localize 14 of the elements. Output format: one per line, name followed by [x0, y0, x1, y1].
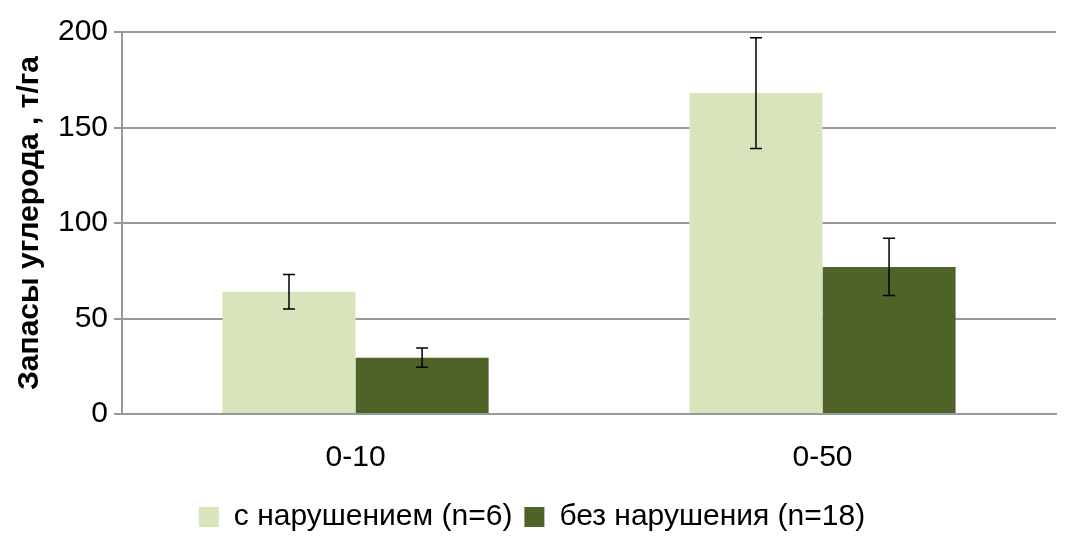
- x-tick-label: 0-50: [792, 439, 853, 473]
- bar: [222, 291, 356, 413]
- legend-label: без нарушения (n=18): [559, 498, 866, 532]
- y-tick-label: 100: [57, 204, 109, 238]
- bar: [689, 93, 823, 413]
- bar: [355, 357, 489, 413]
- x-tick-label: 0-10: [325, 439, 386, 473]
- y-tick-label: 50: [74, 299, 109, 333]
- y-tick-label: 0: [91, 395, 109, 429]
- y-axis-title: Запасы углерода , т/га: [11, 55, 45, 390]
- legend-label: с нарушением (n=6): [233, 498, 513, 532]
- bar: [822, 266, 956, 413]
- y-tick-label: 200: [57, 13, 109, 47]
- y-tick-label: 150: [57, 108, 109, 142]
